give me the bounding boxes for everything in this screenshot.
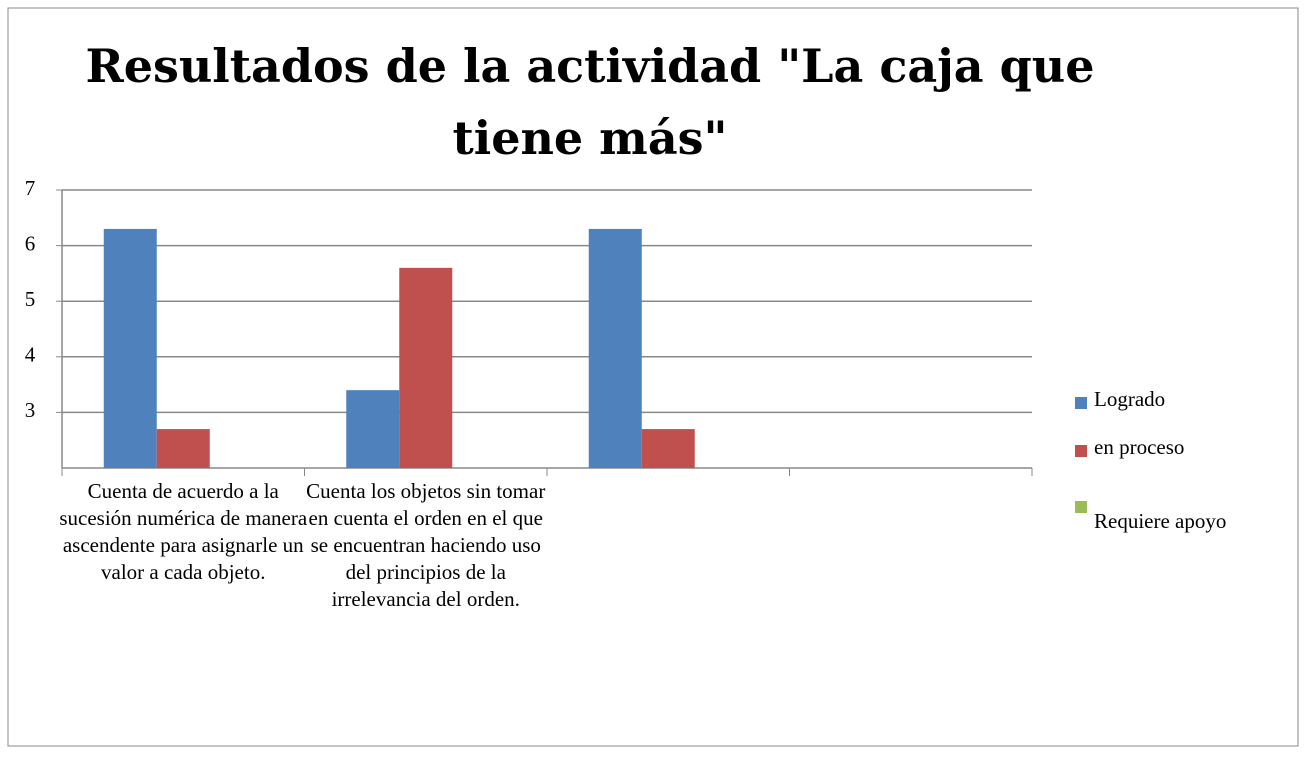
legend-label: Logrado [1094, 387, 1165, 411]
bar [399, 267, 453, 468]
legend-swatch [1075, 501, 1087, 513]
title-box: Resultados de la actividad "La caja que … [85, 39, 1095, 158]
x-tick-label: Cuenta de acuerdo a la sucesión numérica… [59, 479, 308, 584]
legend-label: Requiere apoyo [1094, 509, 1226, 533]
y-tick-label: 6 [25, 231, 36, 255]
bar [156, 429, 210, 468]
y-tick-label: 3 [25, 398, 36, 422]
y-tick-label: 4 [25, 343, 36, 367]
legend-swatch [1075, 445, 1087, 457]
x-tick-label: Cuenta los objetos sin tomar en cuenta e… [306, 479, 546, 611]
legend-label: en proceso [1094, 435, 1184, 459]
bar [103, 228, 157, 468]
legend-swatch [1075, 397, 1087, 409]
y-tick-label: 5 [25, 287, 36, 311]
x-label-box: Cuenta de acuerdo a la sucesión numérica… [59, 479, 308, 584]
bar [588, 228, 642, 468]
bar [641, 429, 695, 468]
y-tick-label: 7 [25, 176, 36, 200]
bar [346, 390, 400, 468]
x-label-box: Cuenta los objetos sin tomar en cuenta e… [306, 479, 546, 611]
chart-border [7, 7, 1299, 747]
chart-title: Resultados de la actividad "La caja que … [85, 39, 1095, 158]
